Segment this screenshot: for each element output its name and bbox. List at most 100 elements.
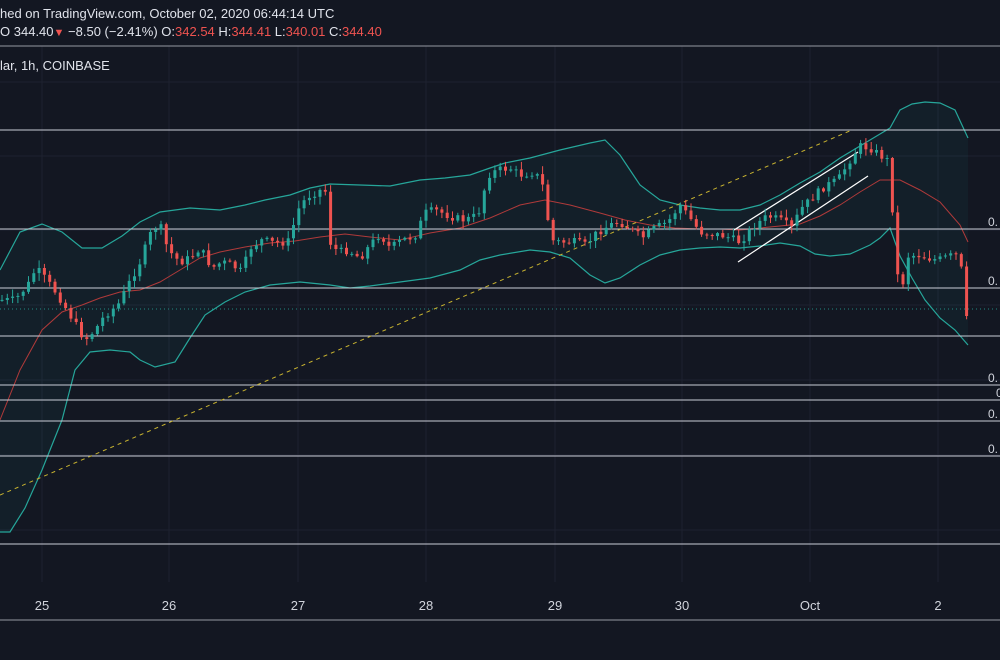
candle-body [477, 213, 481, 215]
channel-upper-line[interactable] [733, 151, 859, 231]
candle-body [837, 174, 841, 179]
candle-body [959, 254, 963, 267]
candle-body [562, 240, 566, 243]
legend-prefix: O [0, 24, 11, 39]
price-level-label: 0. [988, 407, 998, 421]
candle-body [170, 244, 174, 254]
candle-body [673, 213, 677, 220]
candle-body [541, 174, 545, 185]
candle-body [217, 263, 221, 267]
price-level-label: 0. [988, 274, 998, 288]
price-level-label: 0. [988, 442, 998, 456]
candle-body [922, 257, 926, 259]
candle-body [610, 223, 613, 228]
candle-body [429, 207, 433, 210]
candle-body [297, 208, 301, 226]
bollinger-lower-line [0, 226, 969, 533]
candle-body [27, 281, 30, 292]
candle-body [329, 191, 333, 245]
candle-body [859, 143, 863, 154]
candle-body [917, 255, 921, 258]
candle-body [625, 227, 629, 229]
candle-body [928, 258, 931, 261]
candle-body [424, 209, 428, 221]
x-axis-tick-label: 27 [291, 598, 305, 613]
candle-body [32, 273, 36, 282]
candle-body [710, 235, 714, 237]
candle-body [64, 302, 68, 308]
candle-body [509, 169, 513, 171]
candle-body [148, 232, 152, 245]
candle-body [906, 257, 910, 285]
candle-body [731, 235, 735, 238]
candle-body [726, 237, 730, 239]
candle-body [16, 295, 20, 297]
candle-body [313, 196, 317, 198]
candles [0, 138, 969, 346]
candle-body [323, 189, 327, 192]
candle-body [769, 215, 772, 218]
dashed-trendline[interactable] [0, 129, 853, 496]
candle-body [742, 241, 746, 244]
candle-body [164, 224, 168, 245]
published-text: hed on TradingView.com, October 02, 2020… [0, 6, 335, 21]
candle-body [684, 205, 688, 211]
candle-body [143, 244, 147, 265]
candle-body [832, 178, 836, 183]
candle-body [631, 228, 635, 230]
candle-body [498, 166, 502, 171]
candle-body [21, 291, 25, 296]
last-price: 344.40 [13, 24, 54, 39]
candle-body [652, 226, 656, 230]
candle-body [514, 169, 518, 171]
published-info: hed on TradingView.com, October 02, 2020… [0, 6, 334, 22]
horizontal-levels[interactable] [0, 129, 1000, 545]
candle-body [175, 253, 179, 259]
candle-body [716, 233, 719, 237]
candle-body [42, 268, 46, 275]
candle-body [620, 224, 624, 227]
candle-body [154, 229, 158, 232]
candle-body [678, 205, 682, 214]
candle-body [901, 274, 905, 285]
candle-body [530, 175, 534, 177]
candle-body [848, 163, 852, 170]
candle-body [668, 219, 672, 223]
candle-body [912, 255, 916, 258]
price-level-label: 0. [988, 371, 998, 385]
candle-body [398, 239, 401, 242]
candle-body [249, 249, 253, 257]
candle-body [525, 176, 529, 178]
candle-body [244, 256, 248, 268]
channel-lower-line[interactable] [737, 175, 869, 263]
candle-body [519, 169, 523, 177]
candle-body [440, 209, 444, 213]
candle-body [127, 280, 131, 292]
candle-body [392, 241, 396, 246]
candle-body [567, 242, 571, 244]
candle-body [657, 223, 661, 226]
ohlc-legend: O 344.40▼ −8.50 (−2.41%) O:342.54 H:344.… [0, 24, 382, 41]
candle-body [90, 334, 94, 339]
candle-body [880, 150, 884, 159]
candle-body [843, 169, 847, 175]
candle-body [106, 316, 110, 318]
candle-body [504, 166, 507, 171]
candle-body [954, 253, 958, 255]
candle-body [223, 260, 227, 264]
candle-body [747, 229, 751, 242]
candle-body [461, 215, 465, 222]
drawings[interactable] [0, 129, 869, 496]
candle-body [180, 258, 184, 265]
candle-body [806, 199, 810, 207]
candle-body [302, 200, 306, 209]
x-axis-tick-label: 29 [548, 598, 562, 613]
candle-body [191, 256, 195, 258]
bollinger-upper-line [0, 101, 969, 271]
price-labels: 0.0.0.00.0. [988, 215, 1000, 456]
candle-body [117, 303, 121, 309]
candle-body [366, 247, 370, 259]
candle-body [318, 189, 322, 197]
candle-body [875, 150, 878, 153]
